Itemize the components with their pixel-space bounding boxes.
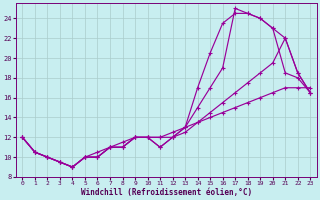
X-axis label: Windchill (Refroidissement éolien,°C): Windchill (Refroidissement éolien,°C) xyxy=(81,188,252,197)
